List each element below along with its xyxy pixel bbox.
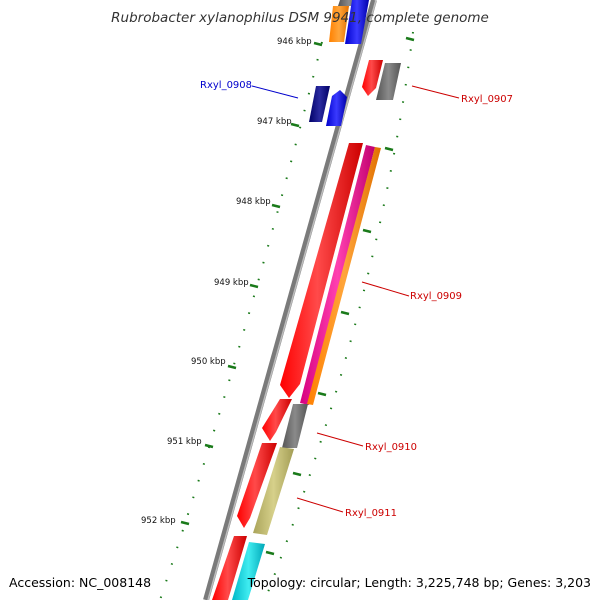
gene-label-0909[interactable]: Rxyl_0909 <box>410 291 462 302</box>
outer-dot-track <box>264 31 414 600</box>
gene-rxyl-0909[interactable] <box>280 143 381 405</box>
gene-gray-0910 <box>282 404 308 448</box>
gene-red-0910 <box>262 399 292 441</box>
kbp-label-952: 952 kbp <box>141 516 176 526</box>
kbp-label-950: 950 kbp <box>191 357 226 367</box>
gene-orange-0909 <box>307 147 381 405</box>
accession-text: Accession: NC_008148 <box>9 575 151 590</box>
gene-rxyl-0910[interactable] <box>262 399 308 448</box>
gene-blue-top <box>345 0 369 44</box>
genes-bottom[interactable] <box>212 536 265 600</box>
callout-0907 <box>411 85 460 99</box>
chromosome-backbone-highlight <box>207 0 377 600</box>
gene-rxyl-0911[interactable] <box>237 443 294 535</box>
gene-label-0907[interactable]: Rxyl_0907 <box>461 94 513 105</box>
callout-0910 <box>316 432 364 447</box>
gene-orange-top <box>329 6 349 42</box>
callout-0908 <box>251 85 299 99</box>
gene-magenta-0909 <box>300 145 375 405</box>
gene-label-0911[interactable]: Rxyl_0911 <box>345 508 397 519</box>
topology-text: Topology: circular; Length: 3,225,748 bp… <box>247 575 591 590</box>
gene-label-0910[interactable]: Rxyl_0910 <box>365 442 417 453</box>
gene-rxyl-0907[interactable] <box>362 60 401 100</box>
gene-red-0911 <box>237 443 277 528</box>
gene-labels: Rxyl_0908 Rxyl_0907 Rxyl_0909 Rxyl_0910 … <box>200 80 513 519</box>
gene-blue-0908 <box>326 90 347 126</box>
kbp-label-949: 949 kbp <box>214 278 249 288</box>
callout-0911 <box>296 497 344 513</box>
gene-cyan-bottom <box>232 542 265 600</box>
gene-red-0907 <box>362 60 383 96</box>
gene-red-0909 <box>280 143 363 398</box>
callout-lines <box>251 85 460 513</box>
genes-top[interactable] <box>329 0 369 44</box>
kbp-labels: 946 kbp 947 kbp 948 kbp 949 kbp 950 kbp … <box>141 37 312 526</box>
callout-0909 <box>361 281 410 297</box>
gene-gray-0907 <box>376 63 401 100</box>
gene-navy-0908 <box>309 86 330 122</box>
map-title: Rubrobacter xylanophilus DSM 9941, compl… <box>111 10 489 26</box>
gene-red-bottom <box>212 536 247 600</box>
gene-khaki-0911 <box>253 447 294 535</box>
kbp-label-948: 948 kbp <box>236 197 271 207</box>
kbp-label-946: 946 kbp <box>277 37 312 47</box>
kbp-label-947: 947 kbp <box>257 117 292 127</box>
gene-rxyl-0908[interactable] <box>309 86 347 126</box>
chromosome-backbone <box>203 0 377 600</box>
tick-marks <box>180 36 415 556</box>
kbp-label-951: 951 kbp <box>167 437 202 447</box>
gene-label-0908[interactable]: Rxyl_0908 <box>200 80 252 91</box>
